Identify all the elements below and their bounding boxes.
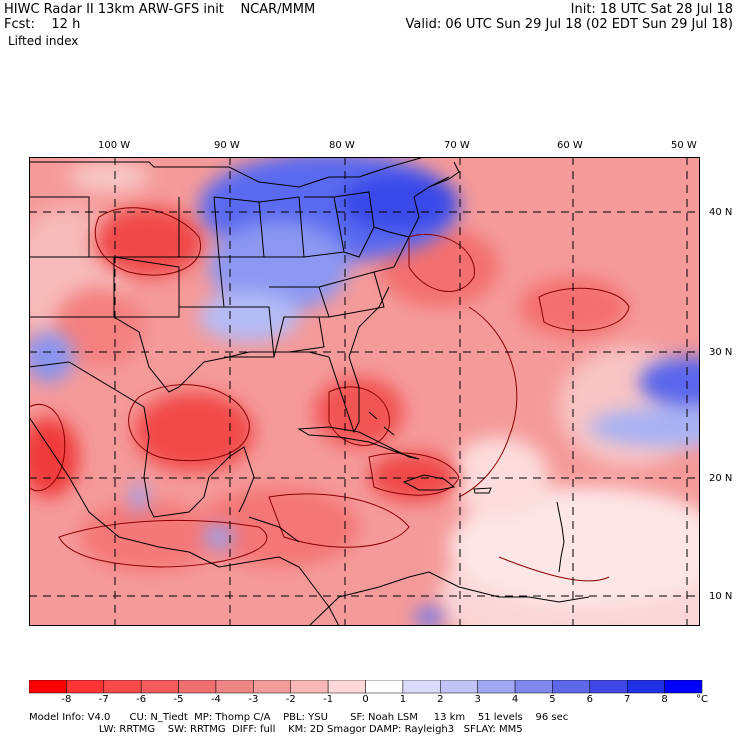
colorbar-box <box>327 680 366 694</box>
lat-label-30n: 30 N <box>709 347 733 358</box>
lon-label-80w: 80 W <box>329 140 355 151</box>
colorbar-box <box>103 680 142 694</box>
colorbar-box <box>402 680 441 694</box>
map-frame <box>29 157 700 626</box>
colorbar-tick-label: -5 <box>173 694 184 705</box>
colorbar-tick-label: -7 <box>98 694 109 705</box>
colorbar-box <box>365 680 404 694</box>
colorbar-tick-label: -2 <box>285 694 296 705</box>
model-title: HIWC Radar II 13km ARW-GFS init NCAR/MMM <box>4 2 316 17</box>
colorbar-tick-label: 6 <box>586 694 594 705</box>
colorbar-box <box>589 680 628 694</box>
init-time: Init: 18 UTC Sat 28 Jul 18 <box>570 2 733 17</box>
colorbar-box <box>253 680 291 694</box>
colorbar-box <box>178 680 217 694</box>
colorbar <box>29 680 703 694</box>
colorbar-tick-label: -6 <box>136 694 147 705</box>
colorbar-box <box>215 680 254 694</box>
colorbar-tick-label: -3 <box>248 694 259 705</box>
colorbar-box <box>664 680 703 694</box>
political-borders <box>29 157 590 626</box>
colorbar-tick-label: 3 <box>474 694 481 705</box>
valid-time: Valid: 06 UTC Sun 29 Jul 18 (02 EDT Sun … <box>405 17 733 32</box>
colorbar-unit: °C <box>696 694 708 705</box>
lon-label-90w: 90 W <box>214 140 240 151</box>
colorbar-tick-label: 2 <box>437 694 444 705</box>
model-info-line-1: Model Info: V4.0 CU: N_Tiedt MP: Thomp C… <box>29 712 569 723</box>
colorbar-tick-label: 7 <box>624 694 631 705</box>
lat-label-20n: 20 N <box>709 473 733 484</box>
field-name: Lifted index <box>8 34 79 48</box>
colorbar-tick-label: -4 <box>210 694 221 705</box>
lon-label-50w: 50 W <box>671 140 697 151</box>
lat-label-40n: 40 N <box>709 207 733 218</box>
lon-label-70w: 70 W <box>444 140 470 151</box>
forecast-hour: Fcst: 12 h <box>4 17 81 32</box>
colorbar-tick-label: 1 <box>399 694 407 705</box>
colorbar-box <box>477 680 516 694</box>
colorbar-box <box>66 680 105 694</box>
colorbar-box <box>29 680 67 694</box>
colorbar-tick-label: -1 <box>323 694 334 705</box>
lat-label-10n: 10 N <box>709 591 733 602</box>
colorbar-tick-label: 5 <box>549 694 556 705</box>
colorbar-box <box>440 680 478 694</box>
colorbar-tick-label: 8 <box>661 694 668 705</box>
colorbar-box <box>290 680 329 694</box>
colorbar-box <box>140 680 179 694</box>
colorbar-box <box>514 680 553 694</box>
colorbar-box <box>626 680 665 694</box>
colorbar-tick-label: 0 <box>362 694 369 705</box>
colorbar-tick-label: -8 <box>61 694 72 705</box>
colorbar-box <box>552 680 591 694</box>
lon-label-60w: 60 W <box>557 140 583 151</box>
lon-label-100w: 100 W <box>98 140 131 151</box>
model-info-line-2: LW: RRTMG SW: RRTMG DIFF: full KM: 2D Sm… <box>29 724 523 735</box>
lifted-index-map <box>29 157 700 626</box>
li-contours <box>29 207 630 582</box>
colorbar-tick-label: 4 <box>511 694 519 705</box>
